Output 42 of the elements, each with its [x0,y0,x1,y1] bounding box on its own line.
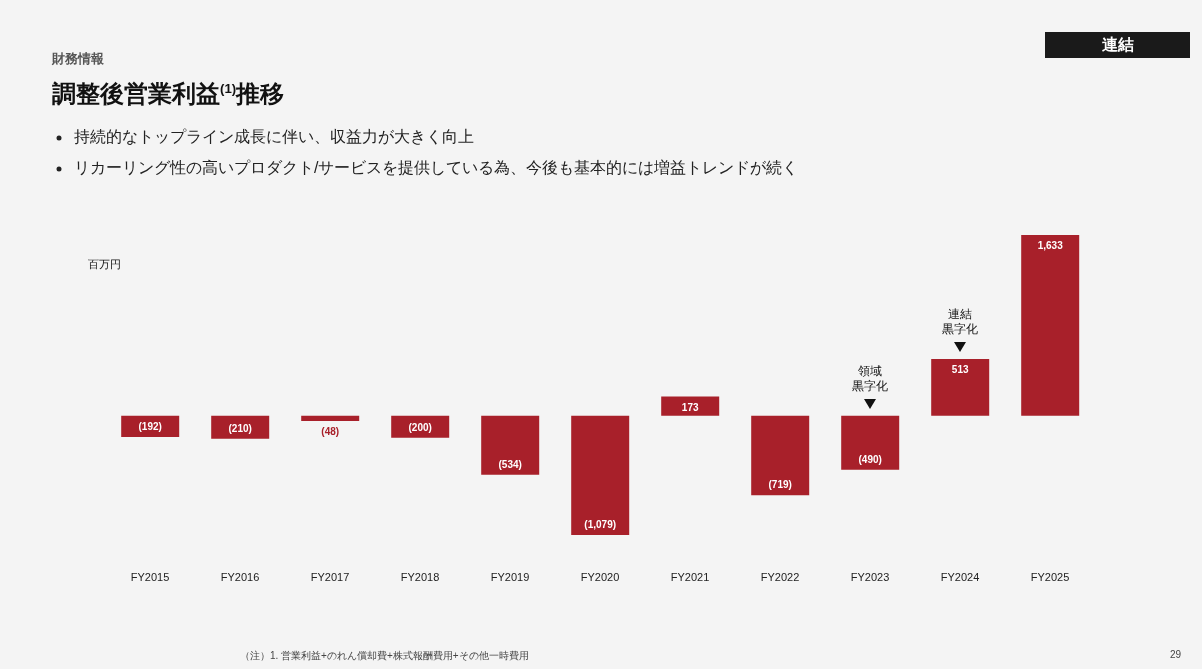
x-tick-label: FY2017 [310,570,350,583]
bar [841,415,900,470]
x-tick-label: FY2016 [220,570,260,583]
chart-title: 調整後営業利益$^{(1)}$推移 [52,80,285,107]
x-tick-label: FY2015 [130,570,170,583]
x-tick-label: FY2021 [670,570,710,583]
x-tick-label: FY2019 [490,570,530,583]
x-tick-label: FY2022 [760,570,800,583]
x-tick-label: FY2024 [940,570,980,583]
data-label: 173 [681,401,699,413]
x-tick-label: FY2020 [580,570,620,583]
bar [571,415,630,535]
data-label: (719) [768,479,792,491]
text: 財務情報 [52,50,104,68]
text: （注）1. 営業利益+のれん償却費+株式報酬費用+その他一時費用 [240,649,529,663]
text: リカーリング性の高いプロダクト/サービスを提供している為、今後も基本的には増益トレンドが続く [74,159,799,176]
bar [1021,235,1080,416]
data-label: (534) [498,458,522,470]
data-label: 513 [951,363,969,375]
data-label: (490) [858,453,882,465]
bar [931,358,990,416]
annotation: 連結 [947,306,973,322]
text: 持続的なトップライン成長に伴い、収益力が大きく向上 [74,128,474,145]
data-label: (200) [408,421,432,433]
x-tick-label: FY2023 [850,570,890,583]
bar [481,415,540,475]
bar [751,415,810,496]
x-tick-label: FY2025 [1030,570,1070,583]
annotation: 黒字化 [941,321,979,337]
data-label: 1,633 [1037,240,1064,251]
x-tick-label: FY2018 [400,570,440,583]
text: 29 [1170,649,1182,660]
bar [301,415,360,421]
text: 連結 [1045,32,1190,58]
data-label: (48) [321,425,340,437]
data-label: (210) [228,422,252,434]
data-label: (1,079) [584,519,617,530]
annotation: 黒字化 [851,378,889,394]
annotation: 領域 [857,363,883,379]
y-axis-title: 百万円 [88,257,121,272]
data-label: (192) [138,420,162,432]
bar [661,396,720,416]
